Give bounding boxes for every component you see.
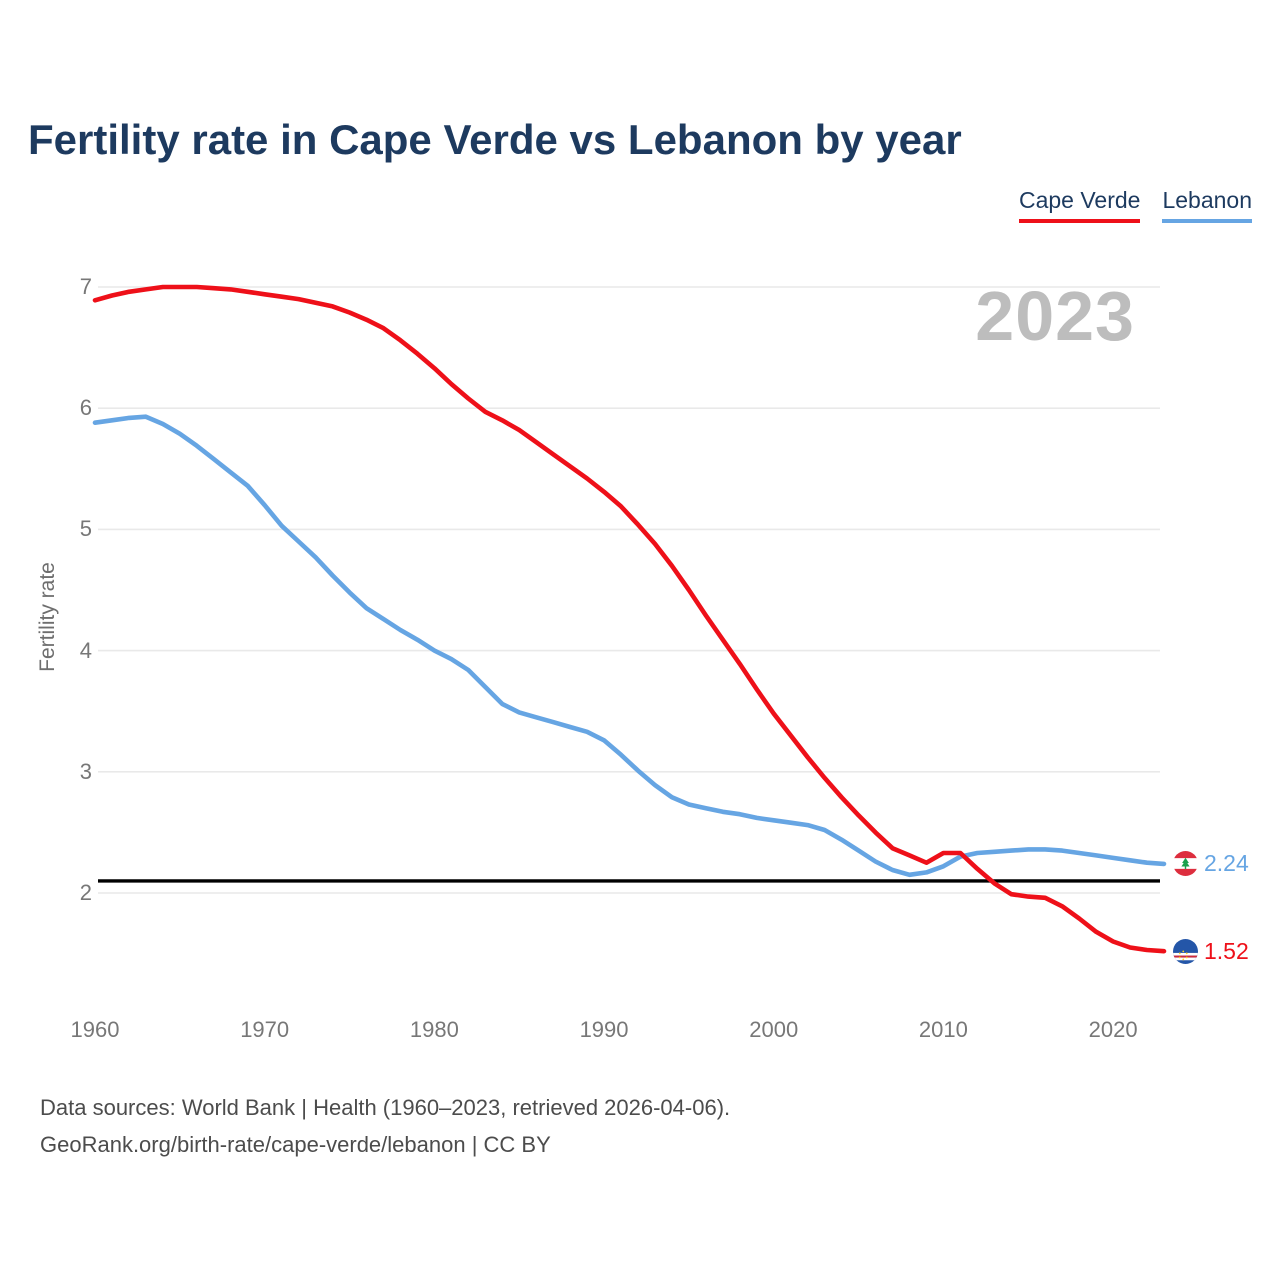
lebanon-flag-icon [1173, 851, 1198, 877]
x-tick-label: 1960 [70, 1017, 120, 1042]
footer-line1: Data sources: World Bank | Health (1960–… [40, 1095, 731, 1120]
x-tick-label: 2000 [749, 1017, 799, 1042]
cape-verde-flag-icon [1173, 938, 1198, 964]
y-tick-label: 3 [79, 758, 92, 784]
legend-item-lebanon[interactable]: Lebanon [1162, 187, 1252, 223]
end-label-value: 1.52 [1204, 937, 1249, 964]
legend: Cape Verde Lebanon [1018, 187, 1252, 223]
x-tick-label: 2010 [918, 1017, 968, 1042]
page-title: Fertility rate in Cape Verde vs Lebanon … [28, 116, 962, 163]
x-tick-label: 1970 [240, 1017, 290, 1042]
watermark-year: 2023 [975, 277, 1135, 355]
y-tick-label: 4 [79, 637, 92, 663]
legend-item-cape-verde[interactable]: Cape Verde [1018, 187, 1141, 223]
cape-verde-line[interactable] [92, 284, 1167, 954]
x-tick-label: 1990 [579, 1017, 629, 1042]
data-source-note: Data sources: World Bank | Health (1960–… [40, 1089, 730, 1163]
end-label-cape-verde: 1.52 [1173, 937, 1249, 965]
end-label-lebanon: 2.24 [1173, 850, 1249, 878]
y-tick-label: 6 [79, 395, 92, 421]
y-tick-label: 5 [79, 516, 92, 542]
y-tick-label: 2 [79, 880, 92, 905]
lebanon-line[interactable] [92, 414, 1167, 878]
y-tick-label: 7 [79, 274, 92, 299]
x-tick-label: 1980 [409, 1017, 459, 1042]
end-label-value: 2.24 [1204, 850, 1249, 877]
footer-line2: GeoRank.org/birth-rate/cape-verde/lebano… [40, 1132, 551, 1157]
x-tick-label: 2020 [1088, 1017, 1138, 1042]
